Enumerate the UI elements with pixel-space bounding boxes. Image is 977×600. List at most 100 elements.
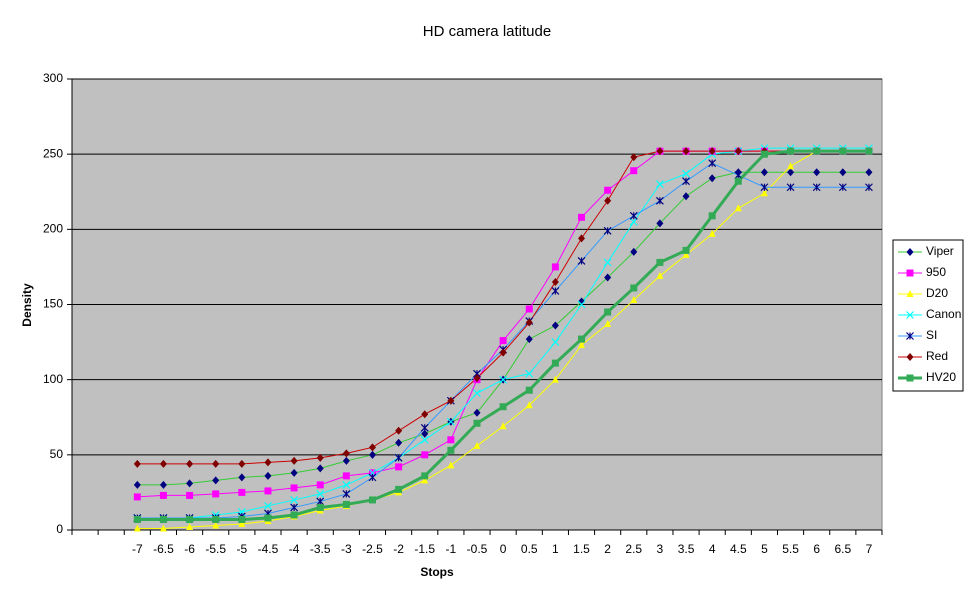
- marker: [629, 217, 638, 226]
- marker: [290, 468, 298, 477]
- marker: [525, 305, 533, 313]
- x-tick-label: 5: [761, 542, 768, 556]
- marker: [342, 480, 351, 489]
- marker: [499, 422, 507, 430]
- x-tick-label: 6: [813, 542, 820, 556]
- marker: [421, 410, 429, 419]
- marker: [368, 443, 376, 452]
- marker: [133, 459, 141, 468]
- marker: [133, 493, 141, 501]
- marker: [186, 522, 194, 530]
- marker: [682, 246, 690, 254]
- marker: [395, 485, 403, 493]
- marker: [525, 369, 534, 378]
- x-tick-label: -3: [341, 542, 352, 556]
- marker: [395, 463, 403, 471]
- marker: [473, 408, 481, 417]
- x-tick-label: -6: [184, 542, 195, 556]
- marker: [212, 476, 220, 485]
- marker: [290, 511, 298, 519]
- marker: [734, 147, 742, 156]
- legend-label: D20: [926, 286, 948, 300]
- marker: [760, 168, 768, 177]
- x-tick-label: 4: [709, 542, 716, 556]
- marker: [264, 514, 272, 522]
- marker: [342, 500, 350, 508]
- marker: [499, 375, 508, 384]
- marker: [708, 174, 716, 183]
- marker: [212, 490, 220, 498]
- marker: [238, 488, 246, 496]
- marker: [630, 247, 638, 256]
- marker: [682, 192, 690, 201]
- marker: [551, 277, 559, 286]
- x-tick-label: 3: [657, 542, 664, 556]
- marker: [447, 461, 455, 469]
- marker: [290, 484, 298, 492]
- marker: [682, 169, 690, 178]
- marker: [342, 472, 350, 480]
- marker: [394, 453, 403, 462]
- x-tick-label: -1.5: [414, 542, 435, 556]
- marker: [682, 177, 690, 186]
- marker: [159, 515, 167, 523]
- marker: [264, 458, 272, 467]
- legend-marker: [906, 290, 914, 297]
- marker: [760, 183, 769, 192]
- marker: [421, 476, 429, 484]
- x-tick-label: -1: [446, 542, 457, 556]
- marker: [316, 497, 325, 506]
- marker: [604, 273, 612, 282]
- x-tick-label: -6.5: [153, 542, 174, 556]
- marker: [865, 147, 873, 155]
- x-tick-label: -7: [132, 542, 143, 556]
- marker: [551, 359, 559, 367]
- legend-label: HV20: [926, 370, 956, 384]
- x-tick-label: -2.5: [362, 542, 383, 556]
- marker: [368, 450, 376, 459]
- marker: [812, 183, 821, 192]
- x-tick-label: -2: [393, 542, 404, 556]
- marker: [787, 162, 795, 170]
- y-tick-label: 300: [43, 71, 63, 85]
- y-tick-label: 250: [43, 146, 63, 160]
- marker: [238, 515, 246, 523]
- x-tick-label: -4.5: [258, 542, 279, 556]
- marker: [708, 147, 716, 156]
- marker: [787, 168, 795, 177]
- legend-marker: [906, 311, 914, 319]
- marker: [604, 320, 612, 328]
- marker: [368, 496, 376, 504]
- y-tick-label: 100: [43, 372, 63, 386]
- legend-label: 950: [926, 265, 946, 279]
- marker: [655, 196, 664, 205]
- marker: [760, 150, 768, 158]
- marker: [578, 213, 586, 221]
- marker: [159, 491, 167, 499]
- marker: [499, 403, 507, 411]
- marker: [133, 480, 141, 489]
- chart-title: HD camera latitude: [423, 23, 551, 40]
- x-tick-label: 0: [500, 542, 507, 556]
- x-tick-label: 3.5: [678, 542, 695, 556]
- y-tick-label: 150: [43, 297, 63, 311]
- marker: [473, 374, 481, 383]
- marker: [421, 429, 429, 438]
- x-tick-label: 7: [866, 542, 873, 556]
- x-tick-label: 1.5: [573, 542, 590, 556]
- marker: [525, 401, 533, 409]
- marker: [212, 521, 220, 529]
- marker: [446, 417, 455, 426]
- marker: [499, 337, 507, 345]
- marker: [630, 153, 638, 162]
- marker: [264, 487, 272, 495]
- marker: [212, 515, 220, 523]
- marker: [578, 234, 586, 243]
- marker: [316, 489, 325, 498]
- marker: [655, 180, 664, 189]
- marker: [787, 147, 795, 155]
- marker: [238, 519, 246, 527]
- x-tick-label: 6.5: [834, 542, 851, 556]
- marker: [473, 419, 481, 427]
- marker: [551, 287, 560, 295]
